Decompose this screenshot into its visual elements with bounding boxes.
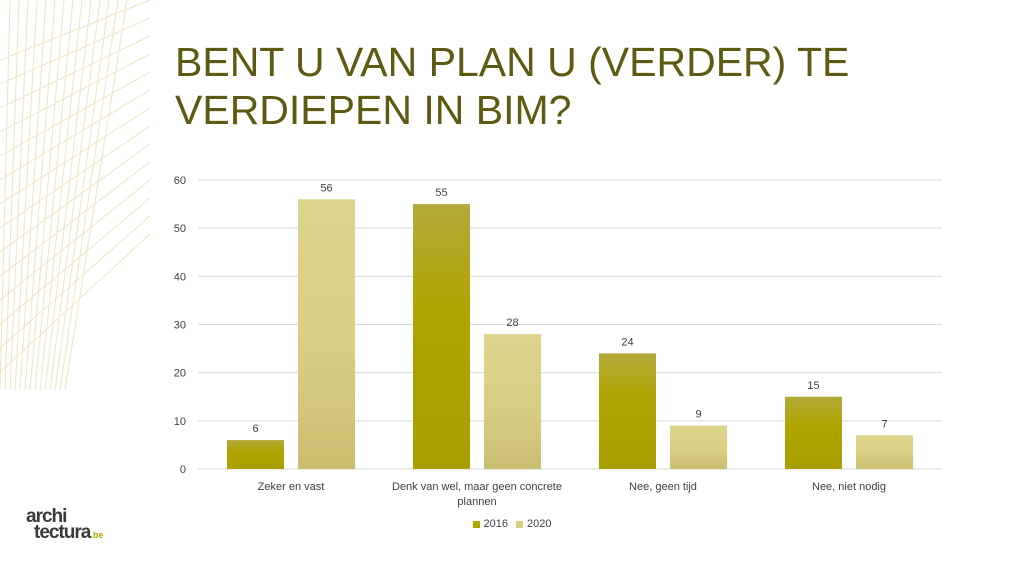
y-tick-label: 40 bbox=[174, 271, 186, 283]
y-tick-label: 60 bbox=[174, 175, 186, 187]
deco-line bbox=[0, 53, 151, 133]
legend-label: 2016 bbox=[483, 518, 508, 530]
bars bbox=[227, 199, 913, 470]
data-label: 7 bbox=[881, 418, 887, 430]
deco-line bbox=[24, 0, 56, 391]
deco-line bbox=[44, 0, 92, 391]
deco-line bbox=[29, 0, 65, 391]
background-decoration bbox=[0, 0, 151, 391]
deco-line bbox=[64, 0, 128, 391]
deco-line bbox=[54, 0, 110, 391]
bar-2016-3 bbox=[785, 396, 842, 469]
x-tick-label: Zeker en vast bbox=[258, 481, 325, 493]
legend: 2016 2020 bbox=[0, 518, 1024, 531]
y-tick-label: 50 bbox=[174, 223, 186, 235]
bar-2016-0 bbox=[227, 440, 284, 469]
deco-line bbox=[59, 0, 119, 391]
data-label: 15 bbox=[807, 380, 819, 392]
y-tick-label: 0 bbox=[180, 464, 186, 476]
deco-line bbox=[4, 0, 20, 391]
data-label: 56 bbox=[320, 182, 332, 194]
bar-2020-1 bbox=[484, 334, 541, 469]
deco-line bbox=[0, 125, 151, 229]
data-label: 6 bbox=[252, 423, 258, 435]
x-tick-label: Denk van wel, maar geen concrete bbox=[392, 481, 562, 493]
logo-line-2: tectura.be bbox=[34, 522, 104, 543]
deco-line bbox=[0, 233, 151, 373]
deco-line bbox=[9, 0, 29, 391]
x-tick-label: Nee, niet nodig bbox=[812, 481, 886, 493]
data-labels: 6 56 55 28 24 9 15 7 bbox=[252, 182, 887, 435]
deco-line bbox=[0, 107, 151, 205]
y-tick-label: 10 bbox=[174, 416, 186, 428]
slide-title: BENT U VAN PLAN U (VERDER) TE VERDIEPEN … bbox=[175, 39, 850, 133]
legend-item-2016: 2016 bbox=[472, 518, 508, 530]
deco-line bbox=[0, 197, 151, 325]
data-label: 24 bbox=[621, 336, 633, 348]
deco-line bbox=[0, 35, 151, 109]
data-label: 9 bbox=[695, 409, 701, 421]
bar-2020-3 bbox=[856, 435, 913, 469]
bar-2020-0 bbox=[298, 199, 355, 469]
deco-line bbox=[49, 0, 101, 391]
deco-line bbox=[19, 0, 47, 391]
bar-2016-2 bbox=[599, 353, 656, 469]
deco-line bbox=[0, 215, 151, 349]
x-axis-labels: Zeker en vast Denk van wel, maar geen con… bbox=[258, 481, 886, 508]
deco-line bbox=[0, 179, 151, 301]
legend-item-2020: 2020 bbox=[516, 518, 551, 530]
data-label: 55 bbox=[435, 187, 447, 199]
logo-line-1: archi bbox=[26, 506, 67, 527]
y-tick-label: 30 bbox=[174, 320, 186, 332]
x-tick-label: plannen bbox=[457, 496, 496, 508]
legend-label: 2020 bbox=[527, 518, 552, 530]
deco-line bbox=[14, 0, 38, 391]
deco-line bbox=[34, 0, 74, 391]
deco-line bbox=[0, 0, 11, 391]
y-tick-label: 20 bbox=[174, 368, 186, 380]
deco-line bbox=[0, 71, 151, 157]
legend-swatch bbox=[472, 520, 480, 528]
x-tick-label: Nee, geen tijd bbox=[629, 481, 697, 493]
deco-line bbox=[39, 0, 83, 391]
legend-swatch bbox=[516, 520, 523, 528]
y-axis-ticks: 0 10 20 30 40 50 60 bbox=[174, 175, 186, 476]
architectura-logo: archi tectura.be bbox=[26, 506, 126, 544]
data-label: 28 bbox=[506, 317, 518, 329]
deco-line bbox=[0, 161, 151, 277]
bar-2016-1 bbox=[413, 204, 470, 470]
bar-2020-2 bbox=[670, 425, 727, 469]
